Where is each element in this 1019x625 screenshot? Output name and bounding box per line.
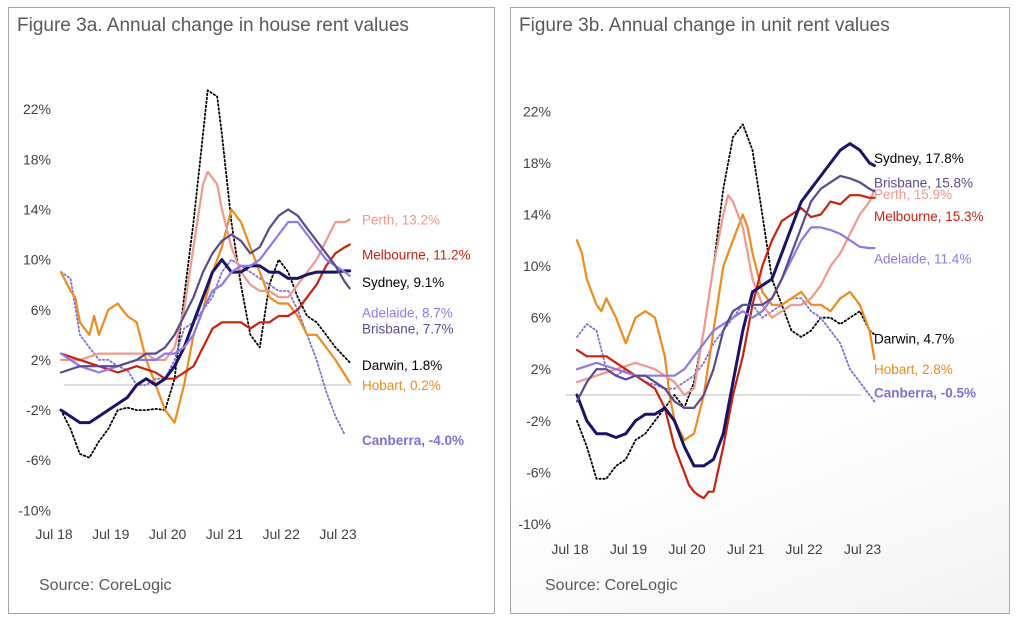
x-tick-label: Jul 19 [610, 541, 648, 557]
y-tick-label: -6% [526, 464, 551, 480]
series-line-perth [575, 188, 876, 397]
y-tick-label: 2% [31, 352, 51, 368]
y-tick-label: 14% [23, 201, 51, 217]
x-tick-label: Jul 18 [551, 541, 589, 557]
y-tick-label: -10% [518, 516, 551, 532]
source-note: Source: CoreLogic [545, 577, 678, 594]
series-label-hobart: Hobart, 2.8% [874, 362, 953, 377]
series-label-hobart: Hobart, 0.2% [362, 378, 441, 393]
chart-title: Figure 3a. Annual change in house rent v… [17, 15, 409, 36]
series-label-perth: Perth, 13.2% [362, 212, 440, 227]
y-tick-label: 2% [531, 361, 551, 377]
chart-title: Figure 3b. Annual change in unit rent va… [519, 15, 890, 36]
series-label-melbourne: Melbourne, 11.2% [362, 248, 471, 263]
unit-rent-chart: 22% 18% 14% 10% 6% 2% -2% -6% -10%Jul 18 Jul 19 Ju… [518, 103, 984, 557]
chart-panel-house: Figure 3a. Annual change in house rent v… [8, 7, 495, 614]
x-tick-label: Jul 22 [785, 541, 823, 557]
series-label-adelaide: Adelaide, 11.4% [874, 251, 971, 266]
x-tick-label: Jul 20 [149, 526, 187, 542]
series-line-adelaide [59, 220, 351, 374]
series-line-canberra [576, 297, 876, 403]
series-line-adelaide [575, 226, 876, 377]
series-label-brisbane: Brisbane, 15.8% [874, 175, 973, 190]
y-tick-label: -10% [18, 502, 51, 518]
y-tick-label: -2% [26, 402, 51, 418]
x-tick-label: Jul 23 [844, 541, 882, 557]
series-label-adelaide: Adelaide, 8.7% [362, 305, 453, 320]
series-label-canberra: Canberra, -4.0% [362, 433, 464, 448]
y-tick-label: 18% [523, 155, 551, 171]
x-tick-label: Jul 21 [727, 541, 765, 557]
y-tick-label: -2% [526, 413, 551, 429]
house-rent-chart: 22% 18% 14% 10% 6% 2% -2% -6% -10% Jul 18 Jul 19 Ju… [18, 89, 471, 542]
series-line-darwin [60, 89, 351, 459]
series-label-melbourne: Melbourne, 15.3% [874, 209, 984, 224]
series-line-sydney [59, 258, 352, 425]
series-label-sydney: Sydney, 9.1% [362, 275, 444, 290]
chart-panel-unit: Figure 3b. Annual change in unit rent va… [510, 7, 1010, 614]
y-tick-label: 10% [23, 252, 51, 268]
x-tick-label: Jul 21 [206, 526, 244, 542]
series-line-darwin [576, 123, 876, 480]
series-label-canberra: Canberra, -0.5% [874, 385, 976, 400]
series-label-perth: Perth, 15.9% [874, 187, 952, 202]
series-label-brisbane: Brisbane, 7.7% [362, 322, 454, 337]
y-tick-label: 14% [523, 207, 551, 223]
source-note: Source: CoreLogic [39, 577, 172, 594]
series-line-brisbane [59, 208, 351, 374]
y-tick-label: 10% [523, 258, 551, 274]
series-line-sydney [575, 142, 876, 468]
series-line-brisbane [575, 174, 876, 409]
x-tick-label: Jul 22 [263, 526, 301, 542]
series-line-melbourne [575, 194, 876, 500]
x-tick-label: Jul 23 [319, 526, 357, 542]
y-tick-label: 22% [23, 101, 51, 117]
x-tick-label: Jul 18 [35, 526, 73, 542]
y-tick-label: 6% [531, 310, 551, 326]
y-tick-label: 18% [23, 151, 51, 167]
y-tick-label: 22% [523, 103, 551, 119]
x-tick-label: Jul 19 [92, 526, 130, 542]
series-label-darwin: Darwin, 1.8% [362, 358, 442, 373]
series-line-melbourne [59, 243, 351, 380]
x-tick-label: Jul 20 [668, 541, 706, 557]
series-label-sydney: Sydney, 17.8% [874, 151, 964, 166]
series-label-darwin: Darwin, 4.7% [874, 331, 954, 346]
series-line-perth [59, 170, 351, 361]
y-tick-label: 6% [31, 302, 51, 318]
y-tick-label: -6% [26, 452, 51, 468]
